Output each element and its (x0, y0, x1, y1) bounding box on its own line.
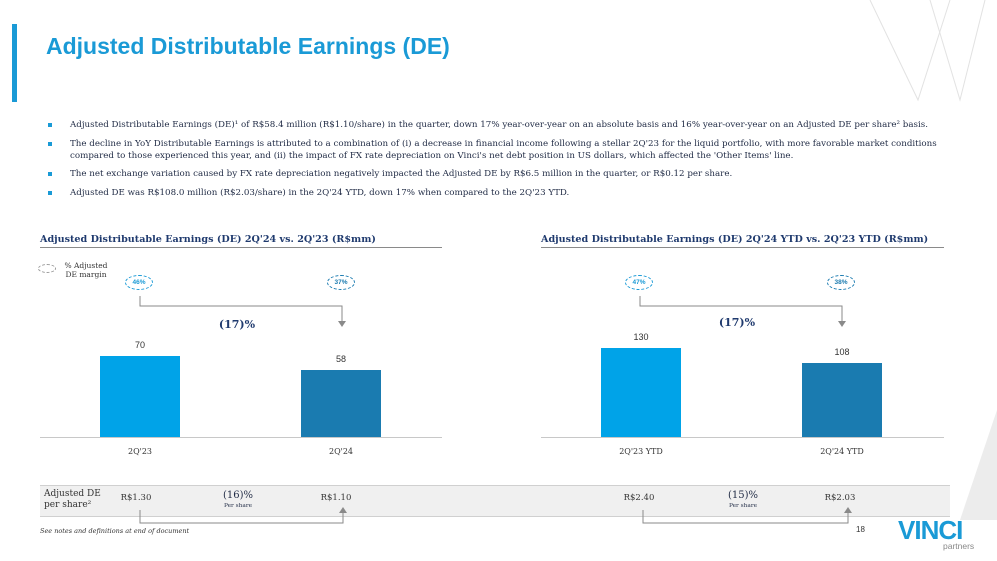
per-share-strip (40, 485, 950, 517)
per-share-from: R$1.30 (120, 493, 152, 503)
x-axis (541, 437, 944, 438)
category-label: 2Q'24 YTD (820, 447, 864, 456)
bar-value-label: 58 (335, 354, 346, 365)
bar-plot-quarter: 70 58 (40, 330, 442, 437)
margin-pill: 38% (827, 275, 855, 290)
page-title: Adjusted Distributable Earnings (DE) (46, 33, 450, 59)
bar-plot-ytd: 130 108 (541, 320, 944, 437)
per-share-to: R$2.03 (824, 493, 856, 503)
legend-label: % Adjusted DE margin (64, 261, 108, 279)
per-share-bracket (642, 507, 852, 524)
per-share-label: Adjusted DE per share² (44, 489, 101, 510)
x-axis (40, 437, 442, 438)
change-label: (17)% (718, 316, 756, 329)
change-label: (17)% (218, 318, 256, 331)
per-share-from: R$2.40 (623, 493, 655, 503)
footnote: See notes and definitions at end of docu… (40, 527, 190, 535)
chart-title-ytd: Adjusted Distributable Earnings (DE) 2Q'… (541, 234, 929, 245)
legend-margin-icon (38, 264, 56, 273)
bullet-item: Adjusted DE was R$108.0 million (R$2.03/… (46, 187, 942, 199)
chart-title-rule (40, 247, 442, 248)
title-accent-bar (12, 24, 17, 102)
chart-title-quarter: Adjusted Distributable Earnings (DE) 2Q'… (40, 234, 376, 245)
category-label: 2Q'23 YTD (619, 447, 663, 456)
bar-2q24 (301, 370, 381, 437)
bar-value-label: 130 (633, 331, 649, 342)
bar-2q23-ytd (601, 347, 681, 437)
bar-2q24-ytd (802, 363, 882, 437)
per-share-change: (16)% Per share (222, 490, 254, 509)
margin-pill: 46% (125, 275, 153, 290)
margin-pill: 47% (625, 275, 653, 290)
vinci-logo: VINCI (898, 515, 963, 545)
category-label: 2Q'23 (127, 447, 153, 456)
bullet-item: Adjusted Distributable Earnings (DE)¹ of… (46, 119, 942, 131)
decorative-lines-top (869, 0, 986, 102)
bar-2q23 (100, 356, 180, 437)
chart-title-rule (541, 247, 944, 248)
margin-pill: 37% (327, 275, 355, 290)
bar-value-label: 70 (134, 340, 145, 351)
bullet-item: The decline in YoY Distributable Earning… (46, 138, 942, 162)
decorative-lines-bottom (960, 410, 997, 520)
page-number: 18 (856, 525, 865, 534)
bullet-item: The net exchange variation caused by FX … (46, 168, 942, 180)
per-share-to: R$1.10 (320, 493, 352, 503)
per-share-change: (15)% Per share (727, 490, 759, 509)
bar-value-label: 108 (834, 347, 850, 358)
change-bracket (139, 296, 346, 327)
summary-bullets: Adjusted Distributable Earnings (DE)¹ of… (46, 119, 942, 205)
per-share-bracket (139, 507, 347, 524)
category-label: 2Q'24 (328, 447, 354, 456)
change-bracket (639, 296, 846, 327)
vinci-logo-sub: partners (943, 541, 975, 551)
